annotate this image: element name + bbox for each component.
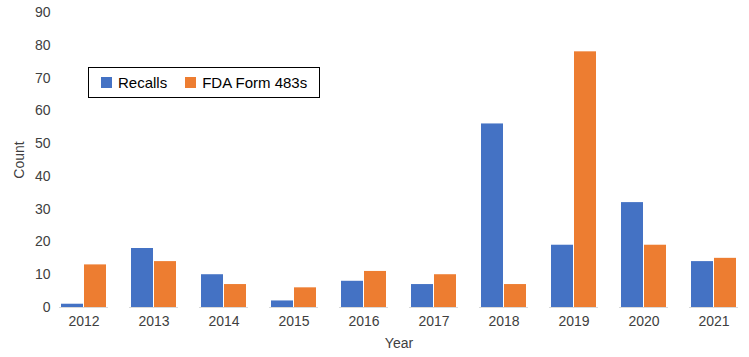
svg-text:90: 90 (35, 4, 51, 20)
svg-text:2014: 2014 (208, 313, 239, 329)
svg-text:2019: 2019 (558, 313, 589, 329)
svg-text:Count: Count (11, 141, 27, 178)
svg-text:80: 80 (35, 37, 51, 53)
svg-text:2021: 2021 (698, 313, 729, 329)
svg-text:20: 20 (35, 233, 51, 249)
svg-text:2012: 2012 (68, 313, 99, 329)
svg-text:30: 30 (35, 201, 51, 217)
html-text:Recalls: Recalls (118, 74, 168, 91)
svg-text:2013: 2013 (138, 313, 169, 329)
svg-text:2020: 2020 (628, 313, 659, 329)
svg-text:2017: 2017 (418, 313, 449, 329)
svg-text:2016: 2016 (348, 313, 379, 329)
svg-text:60: 60 (35, 102, 51, 118)
svg-text:70: 70 (35, 70, 51, 86)
svg-text:40: 40 (35, 168, 51, 184)
svg-text:10: 10 (35, 266, 51, 282)
html-text:FDA Form 483s: FDA Form 483s (202, 74, 308, 91)
svg-text:2015: 2015 (278, 313, 309, 329)
svg-text:0: 0 (43, 299, 51, 315)
svg-text:Year: Year (385, 335, 414, 351)
svg-text:2018: 2018 (488, 313, 519, 329)
svg-text:50: 50 (35, 135, 51, 151)
